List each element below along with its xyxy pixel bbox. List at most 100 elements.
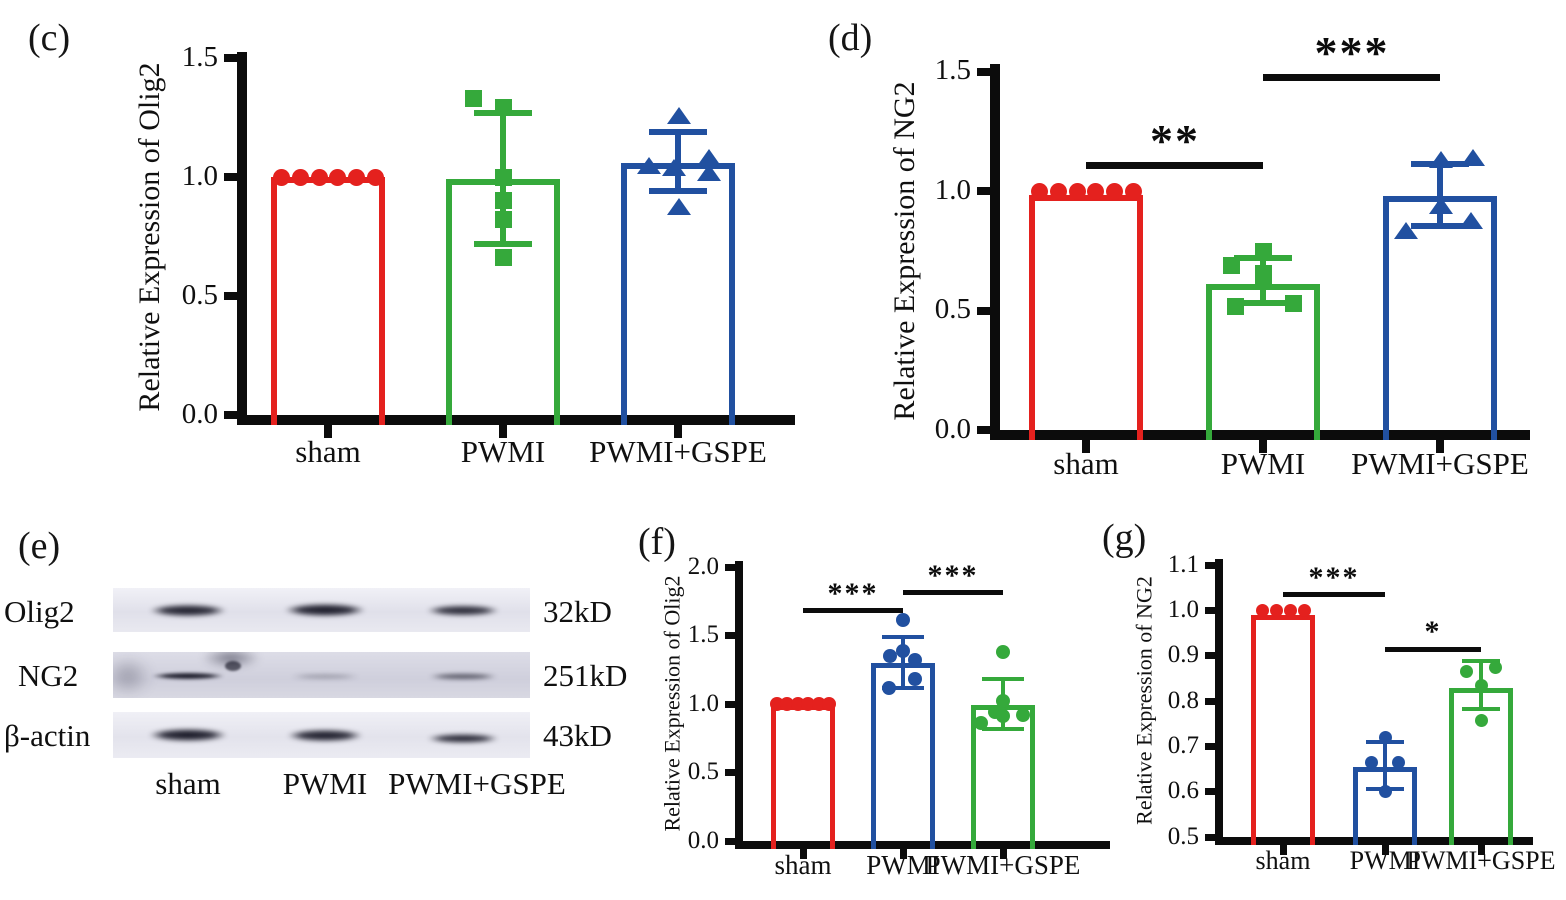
y-tick-label: 1.5 [687,621,719,648]
data-point-triangle [1429,197,1453,214]
x-axis [1215,837,1533,845]
data-point-triangle [667,107,691,124]
data-point-square [1285,295,1302,312]
data-point-square [495,169,512,186]
category-label-2: PWMI+GSPE [589,434,767,469]
blot-band [413,732,513,745]
data-point-triangle [1461,149,1485,166]
data-point-circle [822,697,836,711]
data-point-circle [329,169,346,186]
significance-line [803,608,903,613]
data-point-triangle [697,164,721,181]
x-tick [1082,440,1090,453]
y-tick-label: 0.5 [687,758,719,785]
bar-PWMI [871,663,935,849]
category-label-1: PWMI [1349,846,1421,875]
y-tick [977,307,990,315]
x-tick [900,849,907,859]
blot-weight-label-251kd: 251kD [543,658,628,693]
y-tick-label: 1.5 [181,41,218,73]
y-tick [224,292,237,300]
category-label-0: sham [1255,846,1311,875]
error-bar-cap [1462,707,1500,711]
data-point-circle [1016,708,1030,722]
blot-weight-label-43kd: 43kD [543,718,612,753]
blot-protein-label-ng2: NG2 [18,658,79,693]
x-tick [324,425,332,438]
x-tick [1382,845,1389,855]
significance-line [1283,592,1385,597]
data-point-triangle [697,149,721,166]
data-point-circle [1379,731,1392,744]
blot-lane-label-sham: sham [155,766,221,801]
y-tick [725,769,735,776]
category-label-2: PWMI+GSPE [925,850,1081,880]
data-point-circle [1125,183,1142,200]
panel-label-g: (g) [1102,517,1147,559]
panel-label-f: (f) [638,521,676,563]
bar-sham [771,705,835,849]
blot-band [268,601,382,619]
x-axis [990,430,1530,440]
data-point-circle [996,709,1010,723]
y-tick-label: 0.8 [1167,687,1199,714]
bar-sham [1029,195,1143,440]
data-point-circle [311,169,328,186]
y-tick-label: 1.5 [934,54,971,86]
data-point-circle [1298,604,1311,617]
error-bar-cap [474,241,532,247]
y-tick [1205,788,1215,795]
y-axis-title: Relative Expression of Olig2 [659,575,685,832]
error-bar-cap [982,677,1024,681]
blot-lane-label-pwmi-gspe: PWMI+GSPE [388,766,566,801]
data-point-circle [1460,665,1473,678]
data-point-circle [1475,679,1488,692]
data-point-circle [1069,183,1086,200]
y-tick [1205,743,1215,750]
y-tick-label: 1.0 [934,174,971,206]
data-point-circle [367,169,384,186]
data-point-circle [896,644,910,658]
data-point-square [1255,243,1272,260]
blot-band [137,671,239,681]
y-axis-title: Relative Expression of NG2 [1131,576,1157,825]
x-tick [1478,845,1485,855]
significance-label: *** [1308,561,1360,594]
blot-lane-label-pwmi: PWMI [282,766,368,801]
y-tick [725,632,735,639]
y-tick [977,187,990,195]
y-axis-title: Relative Expression of Olig2 [133,62,166,412]
data-point-square [1227,298,1244,315]
blot-weight-label-32kd: 32kD [543,594,612,629]
significance-line [903,590,1003,595]
y-axis [1215,559,1223,845]
y-tick-label: 0.0 [934,413,971,445]
y-tick [1205,562,1215,569]
data-point-circle [1489,661,1502,674]
error-bar-line [1383,742,1387,789]
bar-PWMI [1206,284,1320,440]
significance-line [1385,647,1481,652]
blot-band [133,726,243,744]
category-label-0: sham [1053,446,1119,481]
data-point-triangle [662,159,686,176]
data-point-circle [1365,756,1378,769]
x-tick [674,425,682,438]
bar-sham [1251,615,1315,845]
data-point-square [465,90,482,107]
x-tick [1000,849,1007,859]
error-bar-cap [649,188,707,194]
panel-label-e: (e) [18,525,61,567]
data-point-circle [974,716,988,730]
data-point-square [495,192,512,209]
data-point-circle [1106,183,1123,200]
y-tick [725,564,735,571]
x-axis [735,841,1110,849]
y-tick [224,173,237,181]
y-tick-label: 0.6 [1167,777,1199,804]
y-tick [725,838,735,845]
data-point-circle [348,169,365,186]
significance-label: *** [1314,27,1390,78]
blot-band [412,603,514,618]
blot-protein-label-bactin: β-actin [4,718,91,753]
